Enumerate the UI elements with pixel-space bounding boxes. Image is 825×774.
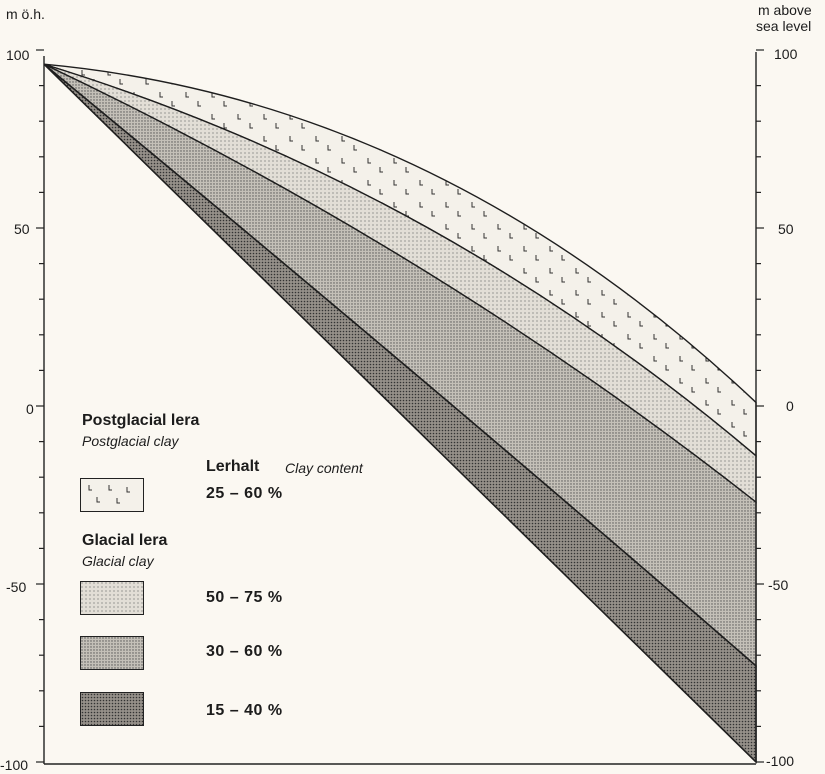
legend-range-glacial-50-75: 50 – 75 % xyxy=(206,589,283,606)
left-axis-unit: m ö.h. xyxy=(6,6,45,22)
legend-range-postglacial: 25 – 60 % xyxy=(206,485,283,502)
right-tick-minus-100: -100 xyxy=(766,753,794,769)
right-tick-0: 0 xyxy=(786,398,794,414)
left-tick-50: 50 xyxy=(14,221,30,237)
left-axis-ticks xyxy=(36,49,44,763)
legend-col-header-italic: Clay content xyxy=(285,460,363,476)
right-axis-unit-line1: m above xyxy=(758,2,812,18)
right-tick-50: 50 xyxy=(778,221,794,237)
left-tick-0: 0 xyxy=(26,401,34,417)
right-tick-100: 100 xyxy=(774,46,798,62)
legend-glacial-subtitle: Glacial clay xyxy=(82,553,154,569)
legend-glacial-title: Glacial lera xyxy=(82,532,168,549)
legend-range-glacial-15-40: 15 – 40 % xyxy=(206,702,283,719)
left-tick-100: 100 xyxy=(6,47,30,63)
left-tick-minus-50: -50 xyxy=(6,579,26,595)
legend-swatch-glacial-15-40 xyxy=(80,692,144,726)
legend-col-header: Lerhalt xyxy=(206,458,260,475)
right-axis-unit-line2: sea level xyxy=(756,18,811,34)
legend-swatch-postglacial xyxy=(80,478,144,512)
legend-swatch-glacial-30-60 xyxy=(80,636,144,670)
left-tick-minus-100: -100 xyxy=(0,757,28,773)
legend-postglacial-title: Postglacial lera xyxy=(82,412,200,429)
legend-postglacial-subtitle: Postglacial clay xyxy=(82,433,179,449)
right-axis-ticks xyxy=(756,49,764,763)
legend-swatch-glacial-50-75 xyxy=(80,581,144,615)
right-tick-minus-50: -50 xyxy=(768,577,788,593)
legend-range-glacial-30-60: 30 – 60 % xyxy=(206,643,283,660)
